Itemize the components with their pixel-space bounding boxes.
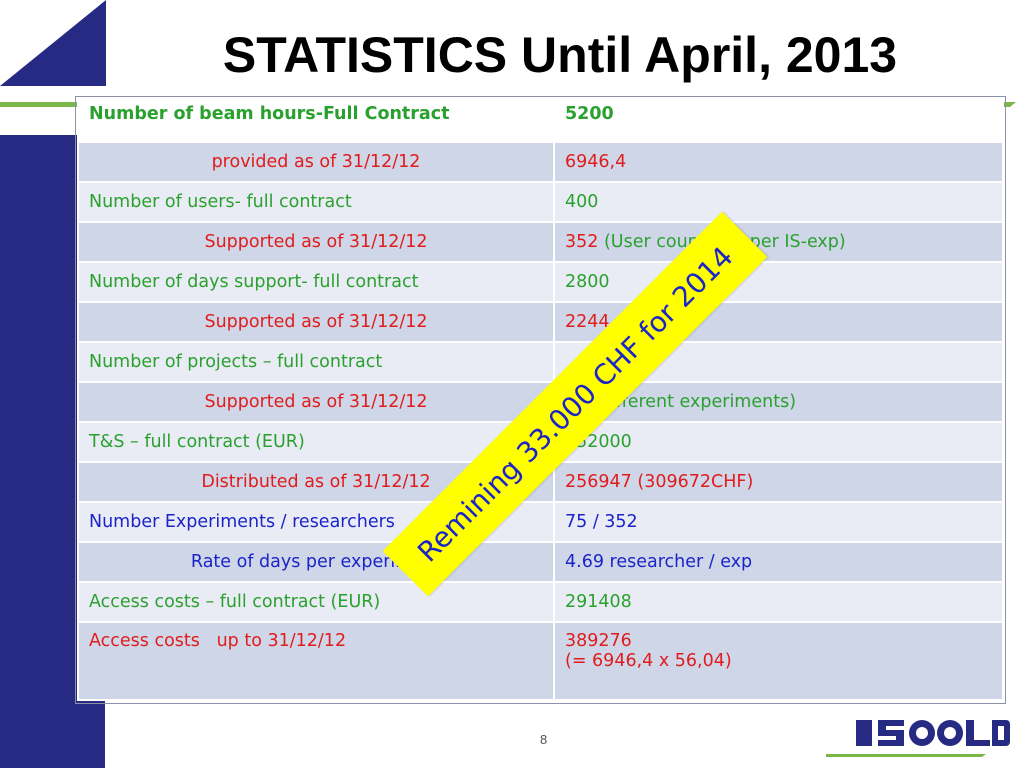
table-row-header: Number of beam hours-Full Contract 5200 (77, 96, 1004, 143)
row-label: Number of users- full contract (77, 181, 555, 223)
table-row: Number of users- full contract 400 (77, 181, 1004, 223)
row-value-cell: 4.69 researcher / exp (553, 541, 1004, 583)
statistics-table: Number of beam hours-Full Contract 5200 … (77, 96, 1004, 701)
row-value: 389276 (565, 631, 632, 651)
row-value: 2244 (565, 312, 610, 332)
row-label: Access costs up to 31/12/12 (77, 621, 555, 701)
row-value-cell: 352 (User counted 1 per IS-exp) (553, 221, 1004, 263)
row-label: Number of projects – full contract (77, 341, 555, 383)
row-label: Supported as of 31/12/12 (77, 301, 555, 343)
row-value: 256947 (309672CHF) (565, 472, 754, 492)
row-value-cell: 400 (553, 181, 1004, 223)
row-value: 2800 (565, 272, 610, 292)
isolde-logo (826, 720, 1010, 757)
table-row: Number Experiments / researchers 75 / 35… (77, 501, 1004, 543)
row-value: 400 (565, 192, 599, 212)
row-value-cell: 389276 (= 6946,4 x 56,04) (553, 621, 1004, 701)
table-row: Access costs up to 31/12/12 389276 (= 69… (77, 621, 1004, 701)
row-label: Supported as of 31/12/12 (77, 381, 555, 423)
table-row: Rate of days per experiment 4.69 researc… (77, 541, 1004, 583)
row-value: 291408 (565, 592, 632, 612)
row-label: Rate of days per experiment (77, 541, 555, 583)
row-value-cell: 291408 (553, 581, 1004, 623)
row-value-cell: 256947 (309672CHF) (553, 461, 1004, 503)
row-value-cell: 6946,4 (553, 141, 1004, 183)
table-row: Number of days support- full contract 28… (77, 261, 1004, 303)
row-value-cell: 252000 (553, 421, 1004, 463)
table-row: provided as of 31/12/12 6946,4 (77, 141, 1004, 183)
row-value-note: (different experiments) (587, 392, 797, 412)
table-row: Supported as of 31/12/12 2244 (77, 301, 1004, 343)
row-value-cell: 2800 (553, 261, 1004, 303)
row-value: 352 (565, 232, 599, 252)
row-value: 75 / 352 (565, 512, 638, 532)
table-row: T&S – full contract (EUR) 252000 (77, 421, 1004, 463)
row-label: provided as of 31/12/12 (77, 141, 555, 183)
row-value-cell: 75 / 352 (553, 501, 1004, 543)
row-label: T&S – full contract (EUR) (77, 421, 555, 463)
page-title: STATISTICS Until April, 2013 (222, 27, 898, 83)
corner-triangle-decoration (0, 0, 106, 86)
row-value: 6946,4 (565, 152, 627, 172)
row-value-note: (= 6946,4 x 56,04) (565, 651, 732, 671)
table-row: Access costs – full contract (EUR) 29140… (77, 581, 1004, 623)
row-label: Access costs – full contract (EUR) (77, 581, 555, 623)
page-number: 8 (540, 732, 548, 747)
header-value: 5200 (553, 96, 1004, 143)
table-row: Supported as of 31/12/12 352 (User count… (77, 221, 1004, 263)
header-label: Number of beam hours-Full Contract (77, 96, 555, 143)
row-value: 4.69 researcher / exp (565, 552, 753, 572)
row-label: Number of days support- full contract (77, 261, 555, 303)
row-label: Number Experiments / researchers (77, 501, 555, 543)
row-label: Supported as of 31/12/12 (77, 221, 555, 263)
table-row: Number of projects – full contract (77, 341, 1004, 383)
